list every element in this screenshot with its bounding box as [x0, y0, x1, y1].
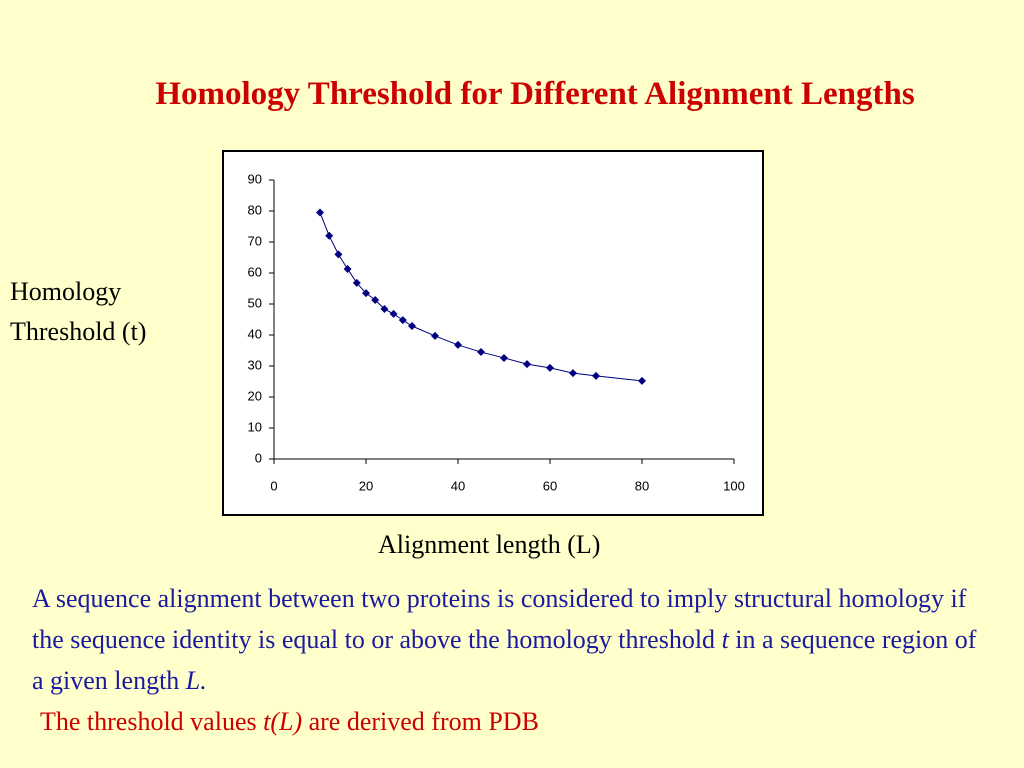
marker	[389, 309, 398, 318]
marker	[431, 331, 439, 340]
text: The threshold values	[40, 707, 264, 736]
y-tick-label: 90	[248, 171, 262, 186]
marker	[638, 376, 646, 385]
text: in a sequence region of a given length	[32, 625, 977, 695]
marker	[500, 353, 508, 362]
y-tick-label: 40	[248, 326, 262, 341]
note: The threshold values t(L) are derived fr…	[40, 707, 539, 737]
marker	[477, 348, 485, 357]
paragraph: A sequence alignment between two protein…	[32, 578, 992, 701]
y-tick-label: 10	[248, 419, 262, 434]
text-italic: L.	[185, 666, 207, 695]
marker	[454, 340, 462, 349]
marker	[408, 322, 416, 331]
marker	[546, 363, 554, 372]
y-tick-label: 30	[248, 357, 262, 372]
marker	[362, 289, 370, 298]
marker	[380, 304, 389, 313]
x-tick-label: 80	[635, 478, 649, 493]
x-tick-label: 40	[451, 478, 465, 493]
y-tick-label: 50	[248, 295, 262, 310]
marker	[343, 264, 352, 273]
text: A sequence alignment between two protein…	[32, 584, 967, 654]
slide-title: Homology Threshold for Different Alignme…	[155, 76, 915, 112]
marker	[334, 250, 343, 259]
x-tick-label: 20	[359, 478, 373, 493]
x-axis-label: Alignment length (L)	[378, 530, 601, 559]
marker	[371, 295, 380, 304]
text-italic: t	[721, 625, 729, 654]
x-tick-label: 0	[270, 478, 277, 493]
marker	[398, 316, 407, 325]
text-italic: t(L)	[263, 707, 303, 736]
marker	[325, 231, 334, 240]
x-tick-label: 60	[543, 478, 557, 493]
marker	[592, 371, 600, 380]
y-tick-label: 70	[248, 233, 262, 248]
y-tick-label: 80	[248, 202, 262, 217]
y-tick-label: 0	[255, 450, 262, 465]
x-tick-label: 100	[723, 478, 745, 493]
text: are derived from PDB	[302, 707, 539, 736]
marker	[352, 278, 361, 287]
y-tick-label: 60	[248, 264, 262, 279]
marker	[316, 208, 324, 217]
marker	[569, 369, 577, 378]
y-tick-label: 20	[248, 388, 262, 403]
chart: 0 10 20 30 40 50 60 70 80 90 0 20 40 60 80 100	[222, 150, 764, 516]
y-axis-label: Homology Threshold (t)	[10, 277, 147, 346]
marker	[523, 360, 531, 369]
